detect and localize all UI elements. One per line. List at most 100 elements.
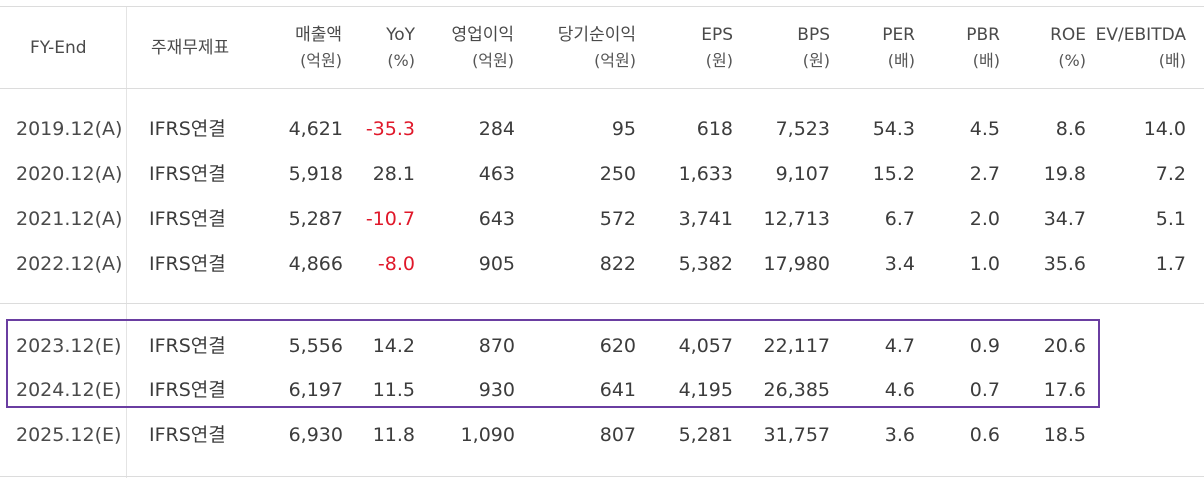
cell-bps: 17,980	[763, 253, 830, 275]
column-header-bps: BPS (원)	[797, 22, 830, 74]
column-header-revenue: 매출액 (억원)	[295, 22, 342, 74]
cell-op-income: 930	[478, 379, 515, 401]
cell-period: 2023.12(E)	[16, 335, 122, 357]
cell-op-income: 284	[478, 118, 515, 140]
cell-bps: 12,713	[763, 208, 830, 230]
cell-period: 2019.12(A)	[16, 118, 123, 140]
cell-revenue: 4,866	[288, 253, 343, 275]
cell-statement: IFRS연결	[149, 379, 226, 401]
cell-ev-ebitda: 1.7	[1155, 253, 1186, 275]
cell-op-income: 643	[478, 208, 515, 230]
column-header-unit: (배)	[1158, 51, 1186, 70]
cell-bps: 26,385	[763, 379, 830, 401]
cell-per: 4.6	[884, 379, 915, 401]
cell-net-income: 822	[599, 253, 636, 275]
cell-eps: 4,195	[678, 379, 733, 401]
cell-period: 2025.12(E)	[16, 424, 122, 446]
cell-per: 54.3	[872, 118, 915, 140]
column-header-roe: ROE (%)	[1050, 22, 1086, 74]
table-top-border	[0, 6, 1204, 7]
cell-pbr: 2.7	[969, 163, 1000, 185]
cell-eps: 1,633	[678, 163, 733, 185]
cell-per: 15.2	[872, 163, 915, 185]
estimate-highlight-box	[6, 319, 1100, 408]
column-header-yoy: YoY (%)	[386, 22, 415, 74]
column-header-per: PER (배)	[882, 22, 915, 74]
column-header-label: PER	[882, 25, 915, 45]
cell-statement: IFRS연결	[149, 253, 226, 275]
column-header-label: 주재무제표	[151, 38, 230, 58]
cell-roe: 8.6	[1055, 118, 1086, 140]
column-header-op-income: 영업이익 (억원)	[451, 22, 514, 74]
cell-statement: IFRS연결	[149, 335, 226, 357]
column-header-unit: (%)	[1058, 51, 1086, 70]
column-header-unit: (원)	[802, 51, 830, 70]
cell-op-income: 463	[478, 163, 515, 185]
cell-revenue: 6,930	[288, 424, 343, 446]
cell-yoy: 11.5	[372, 379, 415, 401]
cell-roe: 35.6	[1043, 253, 1086, 275]
cell-bps: 22,117	[763, 335, 830, 357]
cell-yoy: -8.0	[377, 253, 415, 275]
cell-pbr: 0.7	[969, 379, 1000, 401]
cell-yoy: 28.1	[372, 163, 415, 185]
column-header-eps: EPS (원)	[701, 22, 733, 74]
column-header-statement: 주재무제표	[151, 35, 229, 61]
column-divider	[126, 6, 127, 478]
cell-period: 2020.12(A)	[16, 163, 123, 185]
cell-pbr: 0.9	[969, 335, 1000, 357]
cell-revenue: 5,918	[288, 163, 343, 185]
column-header-label: BPS	[797, 25, 830, 45]
cell-pbr: 2.0	[969, 208, 1000, 230]
column-header-unit: (원)	[705, 51, 733, 70]
column-header-label: EV/EBITDA	[1095, 25, 1186, 45]
cell-pbr: 0.6	[969, 424, 1000, 446]
column-header-label: 당기순이익	[557, 25, 636, 45]
cell-net-income: 641	[599, 379, 636, 401]
column-header-fy-end: FY-End	[30, 35, 87, 61]
cell-op-income: 905	[478, 253, 515, 275]
section-divider	[0, 303, 1204, 304]
cell-statement: IFRS연결	[149, 424, 226, 446]
cell-yoy: 11.8	[372, 424, 415, 446]
cell-op-income: 1,090	[460, 424, 515, 446]
cell-roe: 34.7	[1043, 208, 1086, 230]
column-header-label: FY-End	[30, 38, 87, 58]
cell-eps: 5,382	[678, 253, 733, 275]
cell-net-income: 572	[599, 208, 636, 230]
cell-revenue: 5,287	[288, 208, 343, 230]
cell-per: 3.6	[884, 424, 915, 446]
cell-eps: 3,741	[678, 208, 733, 230]
cell-eps: 618	[696, 118, 733, 140]
table-bottom-border	[0, 476, 1204, 477]
cell-net-income: 250	[599, 163, 636, 185]
cell-period: 2021.12(A)	[16, 208, 123, 230]
cell-roe: 19.8	[1043, 163, 1086, 185]
column-header-unit: (억원)	[472, 51, 514, 70]
cell-pbr: 4.5	[969, 118, 1000, 140]
cell-ev-ebitda: 5.1	[1155, 208, 1186, 230]
cell-eps: 5,281	[678, 424, 733, 446]
column-header-unit: (억원)	[300, 51, 342, 70]
column-header-label: PBR	[966, 25, 1000, 45]
cell-net-income: 95	[611, 118, 636, 140]
cell-yoy: -10.7	[365, 208, 415, 230]
column-header-unit: (억원)	[594, 51, 636, 70]
column-header-label: YoY	[386, 25, 415, 45]
cell-roe: 18.5	[1043, 424, 1086, 446]
cell-roe: 17.6	[1043, 379, 1086, 401]
cell-op-income: 870	[478, 335, 515, 357]
cell-revenue: 4,621	[288, 118, 343, 140]
cell-statement: IFRS연결	[149, 208, 226, 230]
column-header-label: 매출액	[295, 25, 342, 45]
cell-statement: IFRS연결	[149, 163, 226, 185]
column-header-unit: (배)	[972, 51, 1000, 70]
cell-eps: 4,057	[678, 335, 733, 357]
cell-per: 4.7	[884, 335, 915, 357]
cell-ev-ebitda: 7.2	[1155, 163, 1186, 185]
cell-yoy: 14.2	[372, 335, 415, 357]
column-header-label: ROE	[1050, 25, 1086, 45]
column-header-ev-ebitda: EV/EBITDA (배)	[1096, 22, 1186, 74]
cell-period: 2022.12(A)	[16, 253, 123, 275]
column-header-unit: (배)	[887, 51, 915, 70]
